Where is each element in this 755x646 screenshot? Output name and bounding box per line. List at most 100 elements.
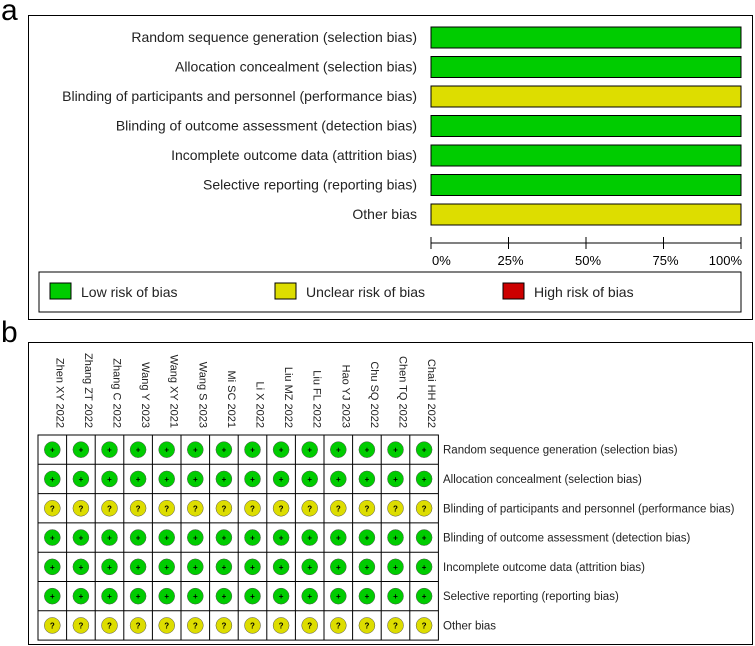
judgement-low <box>358 529 376 546</box>
judgement-low <box>415 470 433 488</box>
judgement-symbol: ? <box>279 621 284 630</box>
judgement-low <box>330 470 347 488</box>
judgement-symbol: + <box>222 534 227 543</box>
panel-b-frame <box>28 342 753 645</box>
judgement-symbol: + <box>336 592 341 601</box>
domain-label: Incomplete outcome data (attrition bias) <box>443 562 645 574</box>
judgement-symbol: + <box>307 563 312 572</box>
judgement-low <box>129 470 147 488</box>
judgement-low <box>387 587 404 605</box>
judgement-symbol: + <box>164 475 169 484</box>
judgement-symbol: + <box>365 592 370 601</box>
judgement-low <box>244 587 261 605</box>
judgement-symbol: ? <box>364 621 369 630</box>
judgement-low <box>129 587 147 605</box>
judgement-low <box>244 470 261 488</box>
x-tick-label: 100% <box>709 253 743 268</box>
panel-a-frame <box>28 15 753 320</box>
category-label: Incomplete outcome data (attrition bias) <box>171 147 417 163</box>
judgement-low <box>330 587 347 605</box>
study-label: Li X 2022 <box>254 382 266 428</box>
judgement-low <box>158 441 175 458</box>
judgement-low <box>272 558 290 576</box>
judgement-low <box>44 529 61 546</box>
judgement-symbol: + <box>79 534 84 543</box>
bar-segment-low <box>430 174 742 196</box>
judgement-low <box>187 558 204 576</box>
judgement-symbol: + <box>136 592 141 601</box>
judgement-symbol: ? <box>221 621 226 630</box>
bar-segment-low <box>430 115 742 137</box>
judgement-symbol: + <box>336 475 341 484</box>
judgement-low <box>358 558 376 576</box>
judgement-symbol: ? <box>78 504 83 513</box>
judgement-symbol: + <box>307 592 312 601</box>
legend-label: Low risk of bias <box>81 284 177 300</box>
judgement-symbol: + <box>50 534 55 543</box>
judgement-symbol: + <box>279 592 284 601</box>
bar-segment-low <box>430 56 742 78</box>
judgement-symbol: + <box>365 534 370 543</box>
judgement-symbol: + <box>164 534 169 543</box>
domain-label: Allocation concealment (selection bias) <box>443 474 642 486</box>
judgement-unclear <box>187 617 204 634</box>
judgement-symbol: + <box>107 475 112 484</box>
judgement-low <box>129 441 147 458</box>
judgement-low <box>44 441 61 458</box>
judgement-low <box>72 441 90 458</box>
judgement-low <box>415 441 433 458</box>
judgement-symbol: + <box>222 592 227 601</box>
judgement-symbol: + <box>136 563 141 572</box>
study-label: Liu MZ 2022 <box>282 367 294 428</box>
judgement-symbol: + <box>250 446 255 455</box>
study-label: Chu SQ 2022 <box>368 361 380 428</box>
judgement-unclear <box>387 500 404 517</box>
study-label: Wang S 2023 <box>196 362 208 428</box>
category-label: Random sequence generation (selection bi… <box>131 29 417 45</box>
judgement-unclear <box>330 500 347 517</box>
judgement-symbol: + <box>422 592 427 601</box>
judgement-low <box>158 529 175 546</box>
study-label: Wang XY 2021 <box>168 355 180 428</box>
judgement-symbol: + <box>107 563 112 572</box>
judgement-symbol: + <box>193 592 198 601</box>
judgement-symbol: ? <box>136 621 141 630</box>
judgement-symbol: ? <box>164 504 169 513</box>
judgement-symbol: + <box>393 592 398 601</box>
judgement-symbol: ? <box>107 621 112 630</box>
judgement-symbol: ? <box>250 504 255 513</box>
study-label: Chen TQ 2022 <box>397 356 409 428</box>
judgement-symbol: + <box>279 563 284 572</box>
judgement-symbol: + <box>222 446 227 455</box>
judgement-symbol: + <box>422 534 427 543</box>
judgement-symbol: + <box>50 475 55 484</box>
judgement-symbol: ? <box>221 504 226 513</box>
judgement-symbol: + <box>307 534 312 543</box>
judgement-unclear <box>330 617 347 634</box>
judgement-unclear <box>244 617 261 634</box>
judgement-unclear <box>358 617 376 634</box>
judgement-symbol: + <box>136 446 141 455</box>
domain-label: Other bias <box>443 620 496 632</box>
judgement-low <box>301 441 318 458</box>
study-label: Chai HH 2022 <box>425 359 437 428</box>
judgement-symbol: + <box>193 563 198 572</box>
study-label: Zhang ZT 2022 <box>82 353 94 428</box>
judgement-symbol: ? <box>393 621 398 630</box>
judgement-symbol: ? <box>193 621 198 630</box>
judgement-low <box>215 587 233 605</box>
judgement-symbol: ? <box>422 504 427 513</box>
judgement-symbol: + <box>365 475 370 484</box>
bar-segment-low <box>430 26 742 49</box>
judgement-unclear <box>272 500 290 517</box>
judgement-low <box>72 587 90 605</box>
judgement-unclear <box>72 617 90 634</box>
judgement-low <box>330 558 347 576</box>
judgement-low <box>215 558 233 576</box>
judgement-unclear <box>44 500 61 517</box>
judgement-low <box>158 470 175 488</box>
judgement-low <box>72 558 90 576</box>
judgement-low <box>387 441 404 458</box>
judgement-low <box>215 441 233 458</box>
judgement-low <box>72 470 90 488</box>
